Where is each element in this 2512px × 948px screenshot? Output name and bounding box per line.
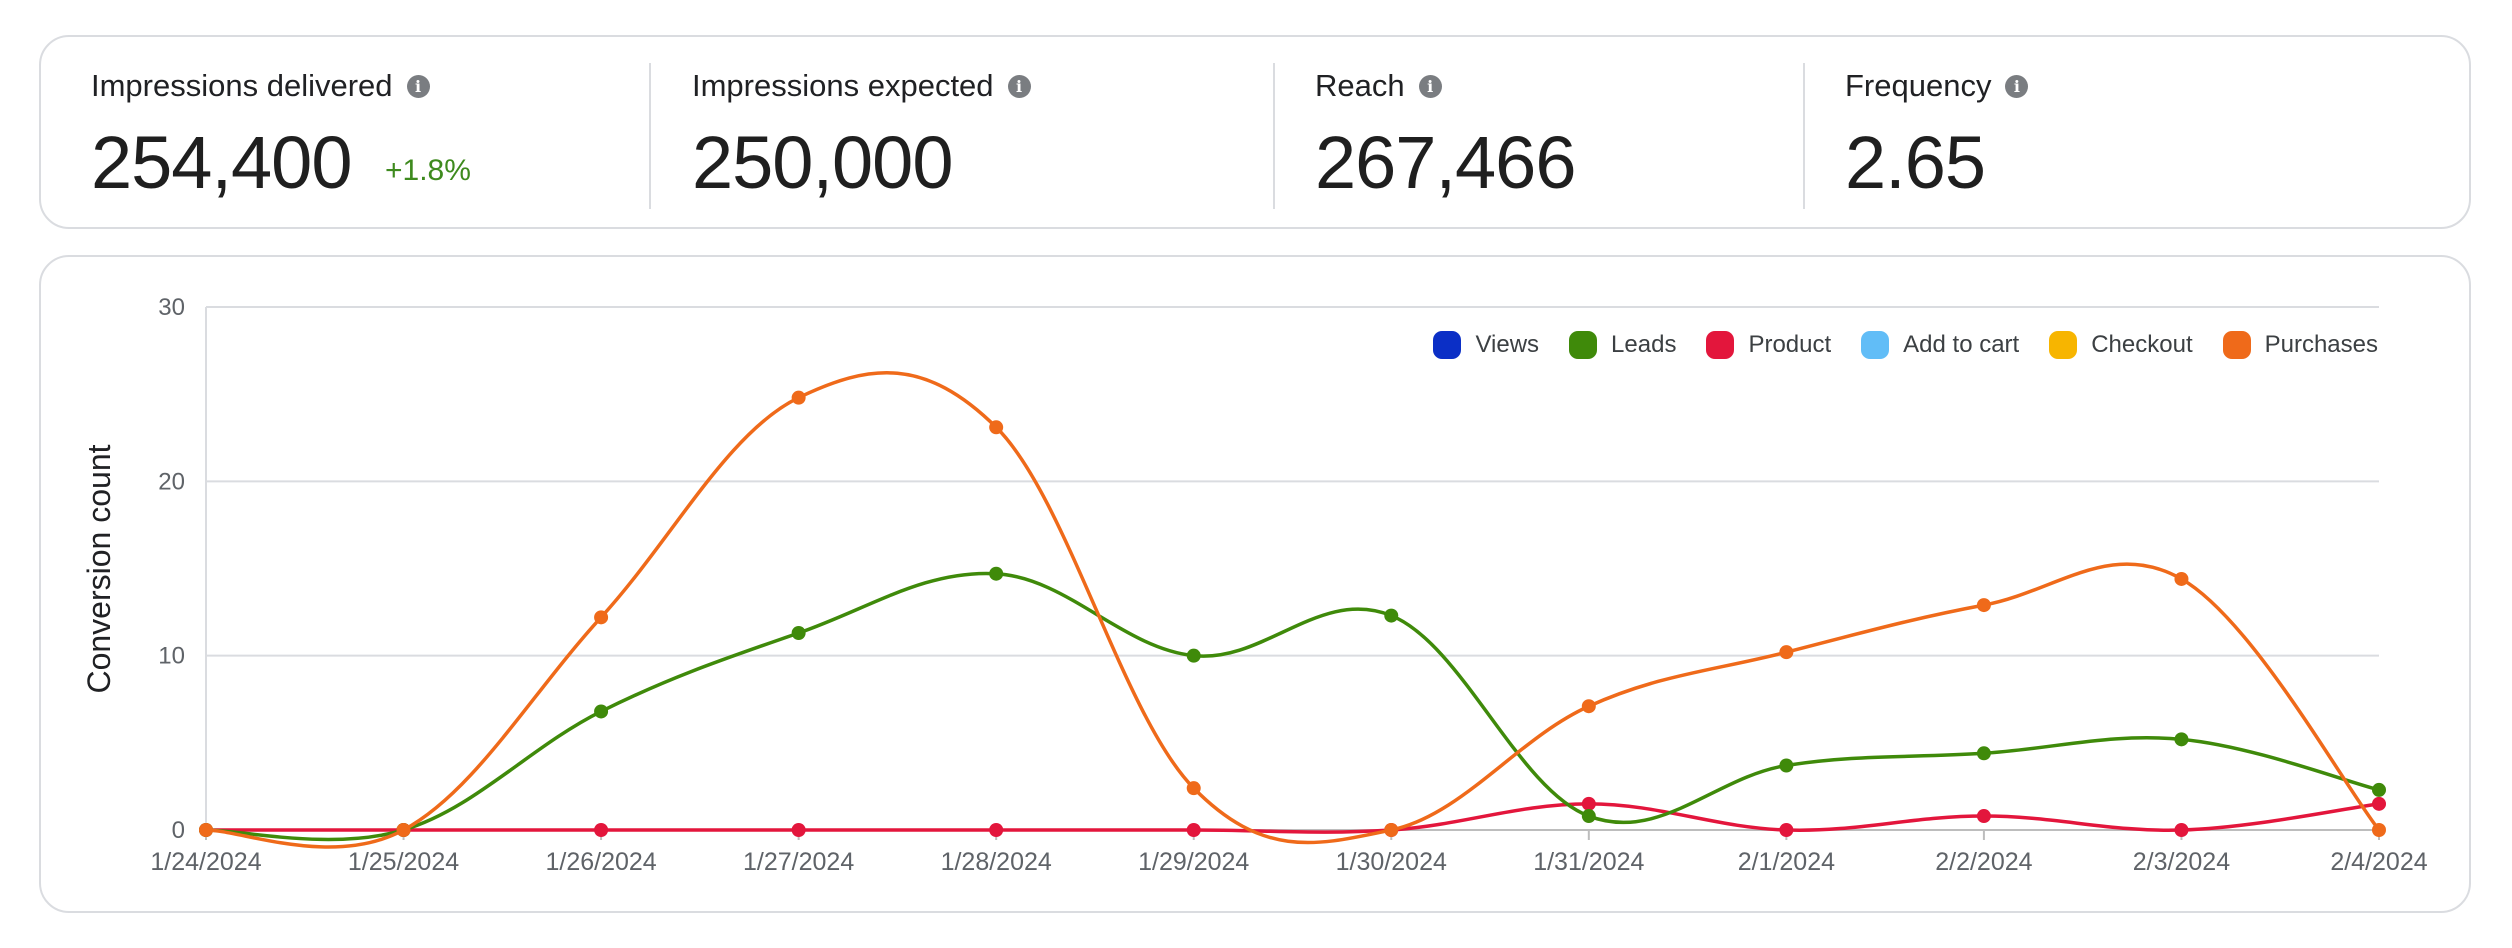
x-tick-label: 1/25/2024	[348, 848, 459, 876]
data-point-leads	[2372, 782, 2386, 797]
x-tick-label: 2/3/2024	[2133, 848, 2230, 876]
data-point-product	[594, 823, 609, 837]
data-point-purchases	[1186, 781, 1201, 796]
data-point-leads	[594, 704, 609, 719]
data-point-leads	[1779, 758, 1794, 773]
series-line-product	[206, 802, 2380, 834]
data-point-leads	[989, 566, 1004, 581]
data-point-leads	[1384, 608, 1399, 623]
data-point-leads	[1976, 746, 1991, 761]
legend-label: Leads	[1611, 331, 1677, 358]
kpi-label: Impressions expected	[692, 68, 994, 103]
info-icon[interactable]: i	[1007, 74, 1031, 98]
x-tick-label: 1/27/2024	[743, 848, 854, 876]
x-tick-label: 1/29/2024	[1138, 848, 1249, 876]
y-tick-label: 10	[158, 643, 185, 670]
kpi-value: 267,466	[1315, 121, 1576, 204]
legend-item-leads[interactable]: Leads	[1569, 331, 1676, 359]
x-tick-label: 1/30/2024	[1336, 848, 1447, 876]
kpi-summary-card: Impressions delivered i 254,400 +1.8% Im…	[39, 35, 2471, 229]
data-point-product	[1186, 823, 1201, 837]
data-point-purchases	[2174, 571, 2189, 586]
data-point-leads	[791, 626, 806, 641]
legend-swatch	[1706, 331, 1735, 359]
kpi-delta-badge: +1.8%	[385, 154, 471, 187]
kpi-label: Impressions delivered	[91, 68, 393, 103]
data-point-purchases	[1581, 699, 1596, 714]
kpi-divider	[1273, 63, 1275, 209]
kpi-value: 250,000	[692, 121, 953, 204]
legend-label: Checkout	[2091, 331, 2193, 358]
legend-swatch	[2049, 331, 2078, 359]
info-icon[interactable]: i	[2005, 74, 2029, 98]
legend-item-purchases[interactable]: Purchases	[2222, 331, 2378, 359]
legend-item-checkout[interactable]: Checkout	[2049, 331, 2193, 359]
x-tick-label: 2/1/2024	[1738, 848, 1835, 876]
data-point-product	[989, 823, 1004, 837]
legend-label: Views	[1475, 331, 1540, 358]
x-tick-label: 2/2/2024	[1935, 848, 2032, 876]
data-point-purchases	[791, 390, 806, 405]
legend-label: Purchases	[2264, 331, 2378, 358]
info-icon[interactable]: i	[1418, 74, 1442, 98]
data-point-purchases	[989, 420, 1004, 435]
legend-swatch	[2222, 331, 2251, 359]
x-tick-label: 1/26/2024	[545, 848, 656, 876]
data-point-product	[1581, 796, 1596, 811]
legend-swatch	[1433, 331, 1462, 359]
conversion-chart-card	[39, 255, 2471, 913]
data-point-purchases	[199, 823, 213, 837]
x-tick-label: 1/28/2024	[941, 848, 1052, 876]
kpi-label: Reach	[1315, 68, 1405, 103]
data-point-leads	[1186, 648, 1201, 663]
legend-item-product[interactable]: Product	[1706, 331, 1831, 359]
x-tick-label: 1/31/2024	[1533, 848, 1644, 876]
data-point-purchases	[2372, 823, 2386, 837]
legend-label: Add to cart	[1903, 331, 2020, 358]
legend-swatch	[1861, 331, 1890, 359]
kpi-label: Frequency	[1845, 68, 1992, 103]
legend-item-views[interactable]: Views	[1433, 331, 1539, 359]
series-line-leads	[205, 571, 2380, 842]
y-tick-label: 30	[158, 294, 185, 321]
data-point-product	[1976, 809, 1991, 824]
x-tick-label: 1/24/2024	[150, 848, 261, 876]
y-tick-label: 0	[172, 817, 185, 844]
y-tick-label: 20	[158, 468, 185, 495]
data-point-purchases	[1779, 645, 1794, 660]
kpi-divider	[649, 63, 651, 209]
chart-legend: Views Leads Product Add to cart Checkout Purc…	[1403, 331, 2378, 359]
data-point-purchases	[396, 823, 411, 837]
data-point-product	[1779, 823, 1794, 837]
info-icon[interactable]: i	[406, 74, 430, 98]
data-point-leads	[2174, 732, 2189, 747]
data-point-product	[2174, 823, 2189, 837]
data-point-purchases	[1976, 598, 1991, 613]
data-point-product	[2372, 796, 2386, 811]
legend-label: Product	[1748, 331, 1832, 358]
data-point-product	[791, 823, 806, 837]
data-point-purchases	[594, 610, 609, 625]
legend-item-add-to-cart[interactable]: Add to cart	[1861, 331, 2019, 359]
data-point-purchases	[1384, 823, 1399, 837]
y-axis-label: Conversion count	[81, 444, 117, 693]
legend-swatch	[1569, 331, 1598, 359]
series-line-purchases	[205, 371, 2381, 849]
kpi-value: 2.65	[1845, 121, 1986, 204]
kpi-value: 254,400	[91, 121, 352, 204]
x-tick-label: 2/4/2024	[2330, 848, 2427, 876]
kpi-divider	[1803, 63, 1805, 209]
data-point-leads	[1581, 809, 1596, 824]
